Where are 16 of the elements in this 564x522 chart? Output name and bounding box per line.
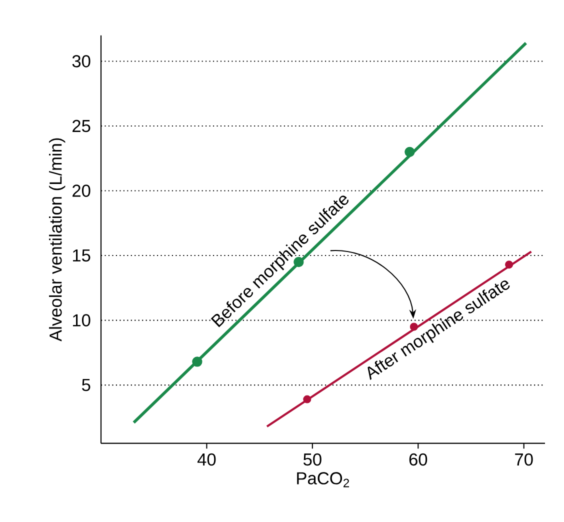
- x-tick-label: 40: [197, 453, 216, 466]
- x-tick-label: 50: [303, 453, 322, 466]
- x-tick-label: 60: [409, 453, 428, 466]
- y-axis-title: Alveolar ventilation (L/min): [49, 138, 66, 342]
- point: [303, 395, 312, 404]
- y-tick-label: 15: [72, 249, 90, 262]
- y-tick-label: 10: [72, 314, 90, 326]
- point: [404, 146, 415, 157]
- point: [505, 260, 514, 269]
- x-axis-title: PaCO$_{2}$: [297, 472, 350, 488]
- y-tick-label: 20: [72, 184, 90, 197]
- x-tick-label: 70: [515, 453, 533, 466]
- y-tick-label: 5: [82, 379, 90, 392]
- point: [192, 356, 202, 367]
- y-tick-label: 30: [72, 55, 90, 68]
- y-tick-label: 25: [72, 120, 90, 132]
